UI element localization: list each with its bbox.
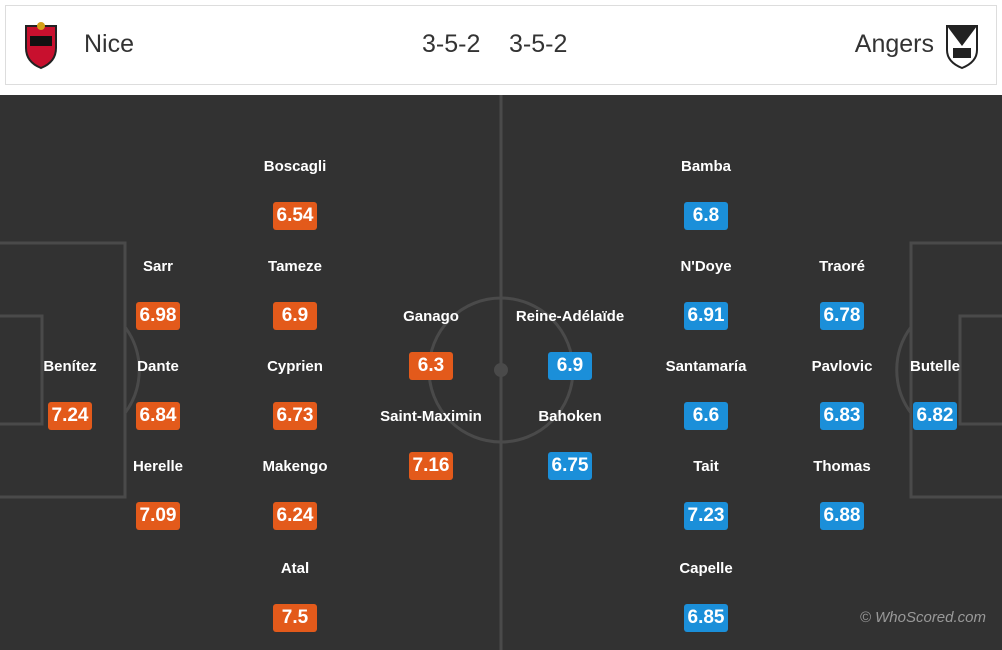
player-name: Tameze (268, 258, 322, 275)
player: Butelle 6.82 (855, 357, 1002, 430)
player-rating: 7.24 (48, 402, 92, 430)
player: Bamba 6.8 (626, 157, 786, 230)
player-rating: 7.09 (136, 502, 180, 530)
player: Bahoken 6.75 (490, 407, 650, 480)
player-rating: 6.24 (273, 502, 317, 530)
player-rating: 6.85 (684, 604, 728, 632)
player-name: Tait (693, 458, 719, 475)
player: Atal 7.5 (215, 559, 375, 632)
player-rating: 7.23 (684, 502, 728, 530)
player-rating: 6.82 (913, 402, 957, 430)
player: Pavlovic 6.83 (762, 357, 922, 430)
player-rating: 6.91 (684, 302, 728, 330)
player-name: Thomas (813, 458, 871, 475)
player-rating: 6.83 (820, 402, 864, 430)
player-name: Saint-Maximin (380, 408, 482, 425)
player-name: Benítez (43, 358, 97, 375)
player-name: Makengo (262, 458, 328, 475)
player-name: Traoré (819, 258, 865, 275)
player-rating: 7.5 (273, 604, 317, 632)
player: Dante 6.84 (78, 357, 238, 430)
player-name: Boscagli (263, 158, 327, 175)
player: Sarr 6.98 (78, 257, 238, 330)
away-team: Angers (854, 30, 934, 58)
player-name: Cyprien (267, 358, 323, 375)
player-name: N'Doye (680, 258, 732, 275)
player-name: Herelle (132, 458, 184, 475)
player: Traoré 6.78 (762, 257, 922, 330)
player-rating: 6.84 (136, 402, 180, 430)
player-rating: 6.54 (273, 202, 317, 230)
player-rating: 6.78 (820, 302, 864, 330)
player-rating: 6.88 (820, 502, 864, 530)
player-name: Atal (280, 560, 310, 577)
away-formation: 3-5-2 (509, 30, 568, 58)
player-name: Ganago (403, 308, 459, 325)
player: Herelle 7.09 (78, 457, 238, 530)
player-name: Santamaría (665, 358, 747, 375)
pitch: Benítez 7.24 Sarr 6.98 Dante 6.84 Herelle 7.09 B… (0, 95, 1002, 650)
player-rating: 6.75 (548, 452, 592, 480)
player-name: Reine-Adélaïde (515, 308, 625, 325)
home-team: Nice (84, 30, 135, 58)
player: Capelle 6.85 (626, 559, 786, 632)
player-name: Sarr (142, 258, 174, 275)
player-rating: 6.9 (273, 302, 317, 330)
player-rating: 6.3 (409, 352, 453, 380)
player: Ganago 6.3 (351, 307, 511, 380)
player-rating: 6.73 (273, 402, 317, 430)
player-name: Dante (137, 358, 179, 375)
player: Boscagli 6.54 (215, 157, 375, 230)
player: Thomas 6.88 (762, 457, 922, 530)
player: Cyprien 6.73 (215, 357, 375, 430)
away-logo (946, 25, 978, 70)
player-rating: 6.8 (684, 202, 728, 230)
player-name: Pavlovic (811, 358, 873, 375)
player-rating: 6.9 (548, 352, 592, 380)
player-rating: 6.6 (684, 402, 728, 430)
player: Benítez 7.24 (0, 357, 150, 430)
player: Santamaría 6.6 (626, 357, 786, 430)
player-name: Butelle (909, 358, 960, 375)
player-name: Bamba (680, 158, 732, 175)
player: Tait 7.23 (626, 457, 786, 530)
player-rating: 6.98 (136, 302, 180, 330)
player: N'Doye 6.91 (626, 257, 786, 330)
player: Tameze 6.9 (215, 257, 375, 330)
home-formation: 3-5-2 (422, 30, 481, 58)
player: Makengo 6.24 (215, 457, 375, 530)
watermark: © WhoScored.com (859, 609, 986, 626)
home-logo (25, 22, 57, 70)
player-name: Capelle (679, 560, 733, 577)
player: Saint-Maximin 7.16 (351, 407, 511, 480)
player-rating: 7.16 (409, 452, 453, 480)
player-name: Bahoken (538, 408, 602, 425)
match-header: Nice 3-5-2 3-5-2 Angers (5, 5, 997, 85)
player: Reine-Adélaïde 6.9 (490, 307, 650, 380)
